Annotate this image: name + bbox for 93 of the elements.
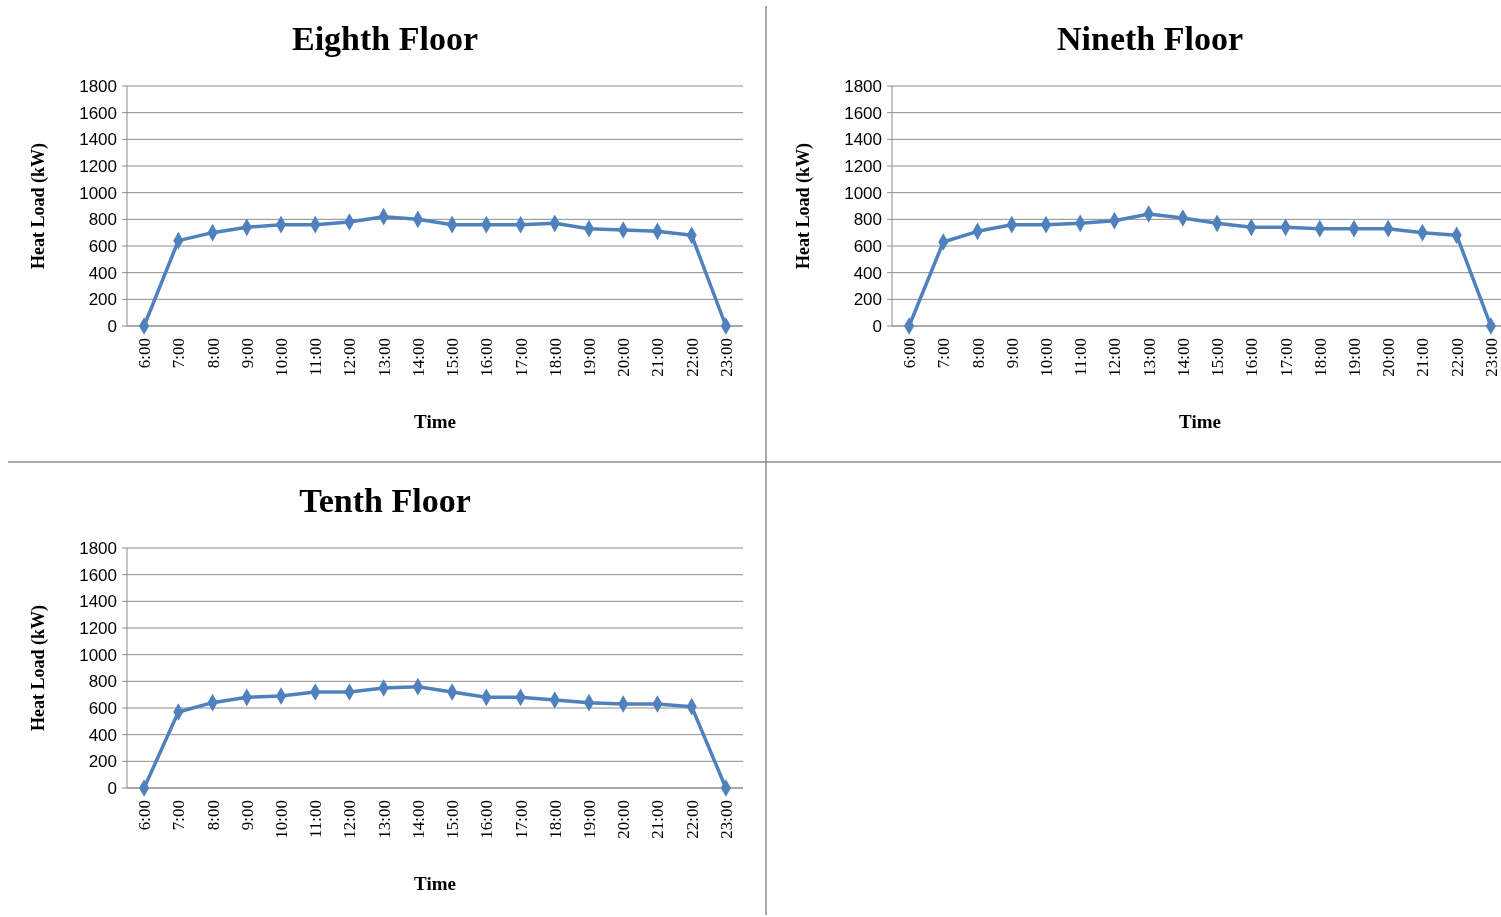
x-tick-label: 7:00 <box>169 800 189 831</box>
x-tick-label: 23:00 <box>716 800 736 839</box>
x-tick-label: 17:00 <box>511 338 531 377</box>
y-tick-label: 0 <box>107 316 117 336</box>
x-tick-label: 6:00 <box>135 800 155 831</box>
y-tick-label: 1600 <box>844 103 882 123</box>
x-tick-label: 6:00 <box>900 338 920 369</box>
y-tick-label: 800 <box>88 672 117 692</box>
x-tick-label: 12:00 <box>340 338 360 377</box>
y-tick-label: 400 <box>88 725 117 745</box>
x-tick-label: 16:00 <box>477 338 497 377</box>
x-tick-label: 13:00 <box>1139 338 1159 377</box>
x-tick-label: 6:00 <box>135 338 155 369</box>
x-tick-label: 19:00 <box>579 338 599 377</box>
x-tick-label: 8:00 <box>203 800 223 831</box>
y-axis-title: Heat Load (kW) <box>28 142 50 269</box>
x-tick-label: 7:00 <box>934 338 954 369</box>
x-axis-title: Time <box>414 873 456 894</box>
x-tick-label: 22:00 <box>682 338 702 377</box>
x-tick-label: 14:00 <box>408 800 428 839</box>
x-tick-label: 15:00 <box>443 800 463 839</box>
x-tick-label: 12:00 <box>1105 338 1125 377</box>
x-tick-label: 11:00 <box>306 338 326 377</box>
x-tick-label: 21:00 <box>1413 338 1433 377</box>
x-tick-label: 11:00 <box>1071 338 1091 377</box>
x-tick-label: 21:00 <box>648 800 668 839</box>
x-tick-label: 22:00 <box>1447 338 1467 377</box>
x-tick-label: 19:00 <box>1344 338 1364 377</box>
x-tick-label: 17:00 <box>511 800 531 839</box>
x-tick-label: 10:00 <box>271 800 291 839</box>
x-tick-label: 10:00 <box>271 338 291 377</box>
y-tick-label: 1200 <box>79 618 117 638</box>
x-tick-label: 11:00 <box>306 800 326 839</box>
x-tick-label: 18:00 <box>545 338 565 377</box>
x-tick-label: 18:00 <box>545 800 565 839</box>
y-tick-label: 1000 <box>844 183 882 203</box>
y-tick-label: 1200 <box>844 156 882 176</box>
chart-title: Eighth Floor <box>291 20 479 57</box>
x-tick-label: 21:00 <box>648 338 668 377</box>
x-tick-label: 16:00 <box>477 800 497 839</box>
y-tick-label: 1400 <box>844 130 882 150</box>
x-tick-label: 19:00 <box>579 800 599 839</box>
x-tick-label: 23:00 <box>716 338 736 377</box>
x-tick-label: 14:00 <box>408 338 428 377</box>
x-tick-label: 9:00 <box>1002 338 1022 369</box>
y-tick-label: 200 <box>853 290 882 310</box>
y-tick-label: 200 <box>88 290 117 310</box>
x-axis-title: Time <box>1179 411 1221 432</box>
y-tick-label: 0 <box>872 316 882 336</box>
x-tick-label: 10:00 <box>1036 338 1056 377</box>
x-tick-label: 8:00 <box>203 338 223 369</box>
x-tick-label: 23:00 <box>1481 338 1501 377</box>
y-tick-label: 1400 <box>79 130 117 150</box>
y-tick-label: 600 <box>88 698 117 718</box>
x-tick-label: 16:00 <box>1242 338 1262 377</box>
y-tick-label: 400 <box>88 263 117 283</box>
x-tick-label: 12:00 <box>340 800 360 839</box>
x-tick-label: 9:00 <box>237 800 257 831</box>
x-tick-label: 15:00 <box>443 338 463 377</box>
y-tick-label: 1600 <box>79 565 117 585</box>
y-tick-label: 600 <box>88 236 117 256</box>
x-tick-label: 20:00 <box>614 800 634 839</box>
y-tick-label: 1000 <box>79 645 117 665</box>
y-axis-title: Heat Load (kW) <box>28 604 50 731</box>
y-tick-label: 1400 <box>79 592 117 612</box>
y-tick-label: 1800 <box>844 76 882 96</box>
y-tick-label: 400 <box>853 263 882 283</box>
y-tick-label: 0 <box>107 778 117 798</box>
x-tick-label: 7:00 <box>169 338 189 369</box>
y-tick-label: 800 <box>88 210 117 230</box>
x-axis-title: Time <box>414 411 456 432</box>
chart-title: Nineth Floor <box>1056 20 1244 57</box>
y-tick-label: 1600 <box>79 103 117 123</box>
x-tick-label: 13:00 <box>374 338 394 377</box>
x-tick-label: 14:00 <box>1173 338 1193 377</box>
y-tick-label: 600 <box>853 236 882 256</box>
y-tick-label: 1800 <box>79 76 117 96</box>
x-tick-label: 9:00 <box>237 338 257 369</box>
x-tick-label: 8:00 <box>968 338 988 369</box>
x-tick-label: 22:00 <box>682 800 702 839</box>
y-tick-label: 1200 <box>79 156 117 176</box>
x-tick-label: 20:00 <box>1379 338 1399 377</box>
x-tick-label: 17:00 <box>1276 338 1296 377</box>
y-tick-label: 1000 <box>79 183 117 203</box>
x-tick-label: 20:00 <box>614 338 634 377</box>
x-tick-label: 18:00 <box>1310 338 1330 377</box>
y-tick-label: 800 <box>853 210 882 230</box>
x-tick-label: 15:00 <box>1208 338 1228 377</box>
y-tick-label: 200 <box>88 752 117 772</box>
chart-title: Tenth Floor <box>299 482 471 519</box>
y-axis-title: Heat Load (kW) <box>793 142 815 269</box>
x-tick-label: 13:00 <box>374 800 394 839</box>
y-tick-label: 1800 <box>79 538 117 558</box>
